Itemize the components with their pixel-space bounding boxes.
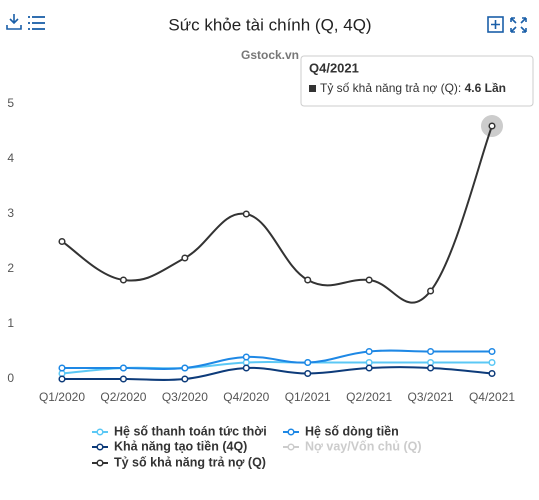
data-point xyxy=(242,353,250,361)
x-tick-label: Q3/2021 xyxy=(408,390,454,404)
data-point xyxy=(488,347,496,356)
data-point xyxy=(427,364,435,372)
legend-label[interactable]: Nợ vay/Vốn chủ (Q) xyxy=(305,439,422,453)
zoom-icon[interactable] xyxy=(487,16,504,33)
x-tick-label: Q2/2020 xyxy=(100,390,146,404)
data-point xyxy=(58,237,66,246)
fullscreen-icon[interactable] xyxy=(510,17,527,33)
x-tick-label: Q4/2021 xyxy=(469,390,515,404)
data-point xyxy=(304,276,312,284)
menu-icon[interactable] xyxy=(28,16,45,30)
legend-marker xyxy=(96,443,104,451)
data-point xyxy=(365,347,373,356)
data-point xyxy=(181,375,189,383)
data-point xyxy=(304,358,312,367)
tooltip: Q4/2021 Tỷ số khả năng trả nợ (Q): 4.6 L… xyxy=(300,55,534,107)
data-point xyxy=(181,364,189,372)
legend-label[interactable]: Hệ số thanh toán tức thời xyxy=(114,424,267,438)
x-tick-label: Q1/2020 xyxy=(39,390,85,404)
data-point xyxy=(119,364,127,372)
tooltip-title: Q4/2021 xyxy=(309,60,359,75)
data-point xyxy=(242,210,250,218)
legend-label[interactable]: Hệ số dòng tiền xyxy=(305,424,399,438)
tooltip-swatch xyxy=(309,85,316,92)
data-point xyxy=(58,375,66,383)
legend-label[interactable]: Khả năng tạo tiền (4Q) xyxy=(114,439,247,453)
data-point xyxy=(427,347,435,356)
data-point xyxy=(304,369,312,378)
legend-marker xyxy=(287,428,295,436)
y-tick-label: 4 xyxy=(7,151,14,165)
chart-title: Sức khỏe tài chính (Q, 4Q) xyxy=(168,15,371,34)
data-point xyxy=(242,364,250,372)
legend: Hệ số thanh toán tức thời Hệ số dòng tiền… xyxy=(92,424,422,469)
data-point xyxy=(119,375,127,383)
legend-marker xyxy=(96,459,104,467)
legend-marker xyxy=(96,428,104,436)
y-tick-label: 1 xyxy=(7,316,14,330)
x-tick-label: Q3/2020 xyxy=(162,390,208,404)
x-tick-label: Q4/2020 xyxy=(223,390,269,404)
data-point xyxy=(488,122,496,130)
series-line xyxy=(61,366,493,381)
x-tick-label: Q1/2021 xyxy=(285,390,331,404)
y-tick-label: 5 xyxy=(7,96,14,110)
data-point xyxy=(427,287,435,295)
legend-marker xyxy=(287,443,295,451)
y-tick-label: 3 xyxy=(7,206,14,220)
data-point xyxy=(488,369,496,378)
series-line xyxy=(61,125,493,304)
data-point xyxy=(119,276,127,284)
data-point xyxy=(488,358,496,367)
y-tick-label: 0 xyxy=(7,371,14,385)
download-icon[interactable] xyxy=(6,14,22,30)
series-line xyxy=(62,349,492,370)
y-tick-label: 2 xyxy=(7,261,14,275)
tooltip-series: Tỷ số khả năng trả nợ (Q): xyxy=(320,81,461,95)
plot: 0 1 2 3 4 5 Q1/2020 Q2/2020 Q3/2020 Q4/2020 Q1/202… xyxy=(7,96,515,404)
data-point xyxy=(365,276,373,284)
data-point xyxy=(58,364,66,372)
tooltip-value: 4.6 Lần xyxy=(465,81,506,95)
tooltip-label: Tỷ số khả năng trả nợ (Q): 4.6 Lần xyxy=(320,81,506,95)
x-tick-label: Q2/2021 xyxy=(346,390,392,404)
tooltip-box xyxy=(300,55,534,107)
legend-label[interactable]: Tỷ số khả năng trả nợ (Q) xyxy=(114,455,266,469)
data-point xyxy=(181,254,189,262)
data-point xyxy=(365,364,373,372)
chart-subtitle: Gstock.vn xyxy=(241,48,299,62)
